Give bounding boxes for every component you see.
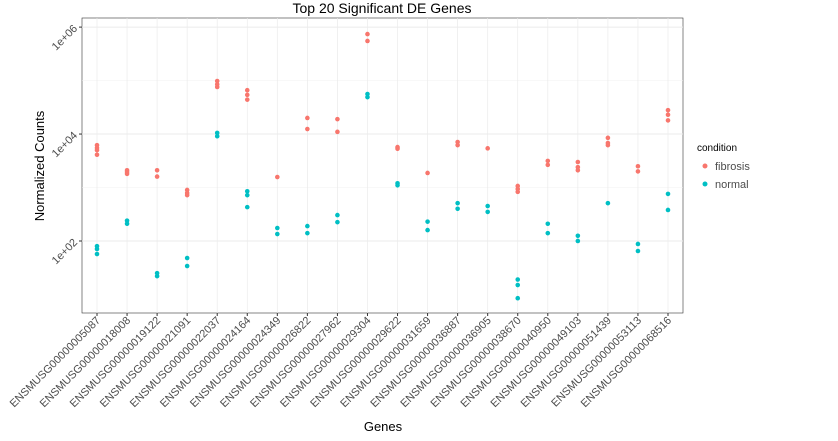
point <box>575 159 581 165</box>
point <box>214 78 220 84</box>
point <box>455 142 460 148</box>
point <box>154 167 160 173</box>
point <box>275 225 280 231</box>
point <box>244 192 250 198</box>
point <box>635 169 641 174</box>
point <box>635 163 641 169</box>
chart-title: Top 20 Significant DE Genes <box>293 0 472 16</box>
panel <box>81 17 684 314</box>
point <box>575 167 581 173</box>
point <box>485 209 490 215</box>
point <box>244 188 250 194</box>
point <box>244 97 250 102</box>
point <box>515 189 521 195</box>
legend-label: fibrosis <box>715 161 750 173</box>
point <box>605 135 611 141</box>
point <box>545 162 551 168</box>
point <box>395 146 400 152</box>
point <box>665 107 671 113</box>
point <box>335 116 340 122</box>
point <box>335 219 340 225</box>
point <box>425 219 430 224</box>
point <box>335 129 340 135</box>
legend-key <box>702 181 708 187</box>
point <box>94 251 100 257</box>
point <box>425 227 430 233</box>
point <box>665 112 671 118</box>
point <box>124 171 130 177</box>
point <box>365 38 370 44</box>
point <box>545 221 551 227</box>
point <box>425 170 430 176</box>
point <box>395 183 400 188</box>
legend-key <box>702 163 708 169</box>
point <box>455 206 460 212</box>
point <box>154 273 160 279</box>
point <box>335 212 340 218</box>
point <box>184 255 190 261</box>
y-axis-label: Normalized Counts <box>32 110 47 221</box>
point <box>124 221 130 227</box>
point <box>365 31 370 37</box>
point <box>455 139 460 145</box>
point <box>635 248 641 254</box>
point <box>184 192 190 198</box>
y-tick-label: 1e+02 <box>50 237 80 267</box>
point <box>365 94 370 100</box>
point <box>214 84 220 90</box>
y-tick-label: 1e+04 <box>50 130 80 160</box>
point <box>665 118 671 123</box>
point <box>605 142 611 148</box>
point <box>244 87 250 93</box>
point <box>605 200 611 206</box>
point <box>515 295 521 301</box>
x-axis-label: Genes <box>364 419 403 434</box>
point <box>244 204 250 210</box>
point <box>485 146 490 151</box>
point <box>455 200 460 206</box>
point <box>94 152 100 158</box>
point <box>275 174 280 180</box>
point <box>575 238 581 244</box>
point <box>665 191 671 197</box>
point <box>515 282 521 288</box>
point <box>214 130 220 136</box>
point <box>485 203 490 209</box>
point <box>154 174 160 179</box>
point <box>665 207 671 213</box>
point <box>305 223 310 229</box>
point <box>575 233 581 239</box>
point <box>545 158 551 164</box>
y-tick-label: 1e+06 <box>50 23 80 53</box>
point <box>184 263 190 269</box>
legend-title: condition <box>697 143 737 154</box>
point <box>305 126 310 132</box>
point <box>94 246 100 252</box>
point <box>635 241 641 247</box>
point <box>515 277 521 282</box>
point <box>545 230 551 236</box>
point <box>94 147 100 153</box>
point <box>244 92 250 98</box>
point <box>214 133 220 139</box>
legend-label: normal <box>715 179 749 191</box>
point <box>275 231 280 237</box>
point <box>305 230 310 236</box>
point <box>305 115 310 121</box>
